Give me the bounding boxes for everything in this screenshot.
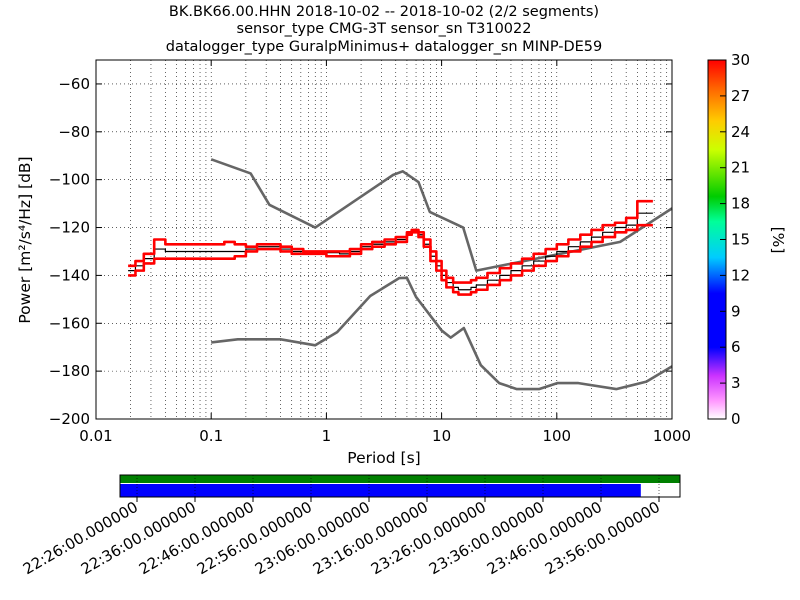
colorbar-label: [%]	[769, 227, 787, 254]
y-tick-label: −120	[49, 219, 90, 237]
x-tick-label: 0.01	[79, 427, 112, 445]
x-tick-label: 1000	[653, 427, 691, 445]
low-noise-model-line	[211, 276, 673, 391]
colorbar-ticks: 0 3 6 9 12 15 18 21 24 27 30	[720, 51, 750, 428]
colorbar-tick-label: 3	[731, 374, 741, 392]
y-axis-ticks: −200 −180 −160 −140 −120 −100 −80 −60	[49, 75, 672, 428]
gap-bar	[120, 475, 680, 483]
title-line-3: datalogger_type GuralpMinimus+ datalogge…	[166, 39, 603, 55]
plot-frame	[95, 59, 673, 420]
x-tick-label: 10	[432, 427, 451, 445]
grid	[96, 60, 672, 419]
percentile-upper-line	[128, 199, 653, 284]
title-line-2: sensor_type CMG-3T sensor_sn T310022	[237, 21, 532, 37]
colorbar: 0 3 6 9 12 15 18 21 24 27 30 [%]	[707, 51, 787, 428]
colorbar-tick-label: 12	[731, 266, 750, 284]
title-line-1: BK.BK66.00.HHN 2018-10-02 -- 2018-10-02 …	[169, 4, 599, 20]
x-tick-label: 100	[542, 427, 571, 445]
high-noise-model-line	[210, 158, 673, 272]
y-tick-label: −200	[49, 410, 90, 428]
coverage-bar	[120, 484, 641, 497]
y-axis-label: Power [m²/s⁴/Hz] [dB]	[16, 156, 34, 323]
x-axis-label: Period [s]	[347, 449, 420, 467]
x-tick-label: 1	[322, 427, 332, 445]
colorbar-tick-label: 6	[731, 338, 741, 356]
series-group	[128, 158, 673, 391]
colorbar-tick-label: 0	[731, 410, 741, 428]
y-tick-label: −80	[58, 123, 90, 141]
data-coverage-timeline: 22:26:00.00000022:36:00.00000022:46:00.0…	[20, 474, 681, 578]
psd-plot-area: 0.01 0.1 1 10 100 1000 −200 −180 −160 −140 −120 −1…	[49, 59, 691, 445]
y-tick-label: −60	[58, 75, 90, 93]
colorbar-tick-label: 30	[731, 51, 750, 69]
colorbar-tick-label: 27	[731, 87, 750, 105]
x-tick-label: 0.1	[199, 427, 223, 445]
x-axis-ticks: 0.01 0.1 1 10 100 1000	[79, 60, 691, 445]
colorbar-tick-label: 9	[731, 302, 741, 320]
y-tick-label: −160	[49, 314, 90, 332]
colorbar-tick-label: 21	[731, 159, 750, 177]
timeline-frame	[119, 474, 681, 498]
colorbar-tick-label: 24	[731, 123, 750, 141]
y-tick-label: −140	[49, 266, 90, 284]
y-tick-label: −100	[49, 171, 90, 189]
colorbar-tick-label: 15	[731, 231, 750, 249]
y-tick-label: −180	[49, 362, 90, 380]
colorbar-tick-label: 18	[731, 195, 750, 213]
percentile-lower-line	[128, 223, 653, 296]
